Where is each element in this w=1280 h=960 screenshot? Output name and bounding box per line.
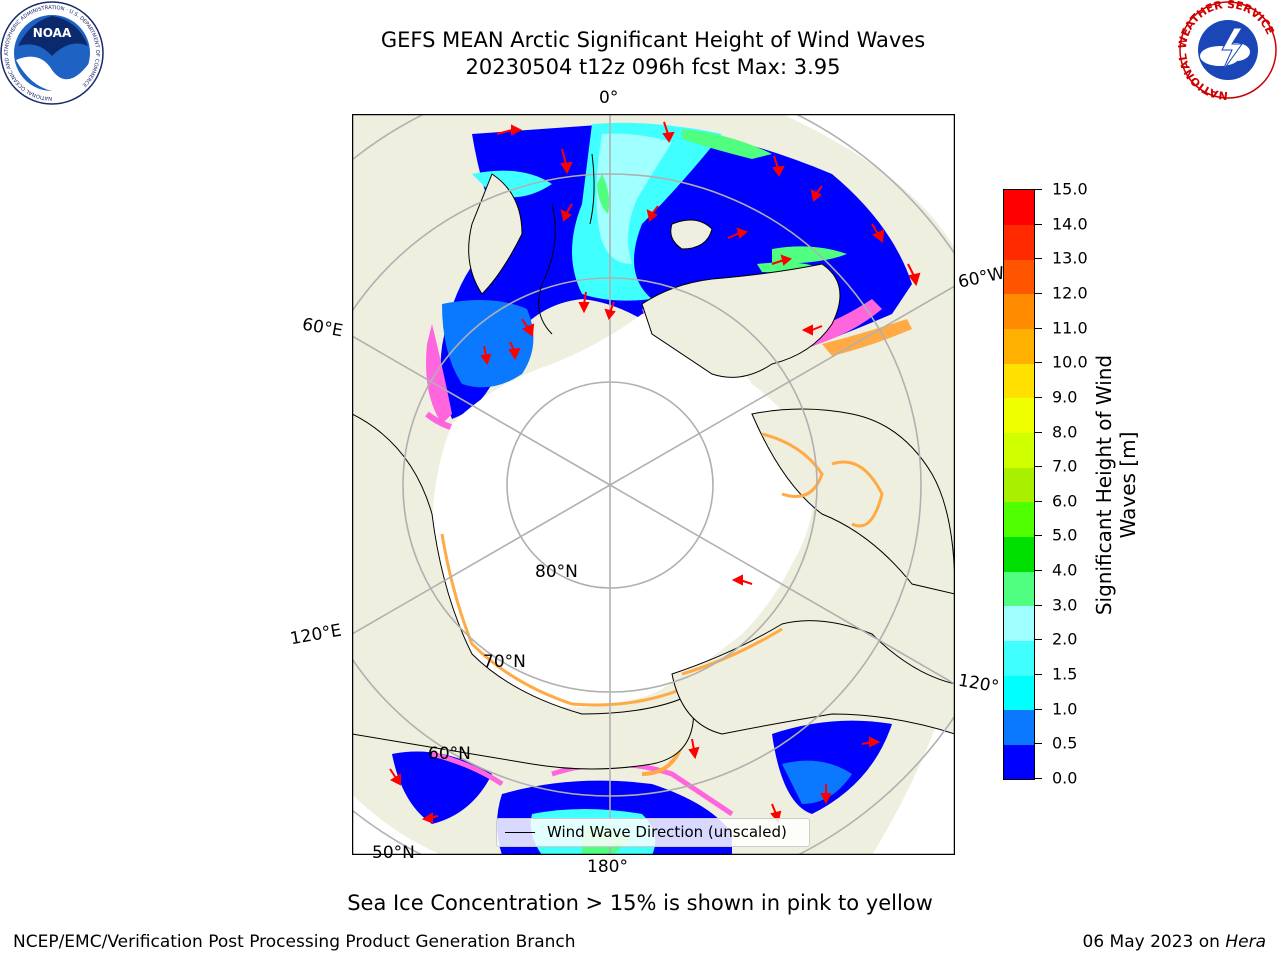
footer-date-host: 06 May 2023 on Hera <box>1083 932 1267 952</box>
colorbar-segment <box>1004 190 1034 226</box>
colorbar-tick-label: 1.5 <box>1052 664 1078 684</box>
colorbar-tick-mark <box>1034 292 1042 294</box>
colorbar-tick-label: 10.0 <box>1052 352 1088 372</box>
colorbar-segment <box>1004 675 1034 711</box>
colorbar-tick-label: 4.0 <box>1052 560 1078 580</box>
outside-domain <box>652 114 955 249</box>
graticule <box>352 114 955 855</box>
colorbar-tick-label: 5.0 <box>1052 525 1078 545</box>
noaa-logo-text: NOAA <box>33 26 72 40</box>
colorbar-title: Significant Height of Wind Waves [m] <box>1092 355 1140 615</box>
iceland <box>670 219 713 250</box>
colorbar-tick-label: 12.0 <box>1052 283 1088 303</box>
colorbar-tick-mark <box>1034 674 1042 676</box>
title-line-1: GEFS MEAN Arctic Significant Height of W… <box>380 28 926 52</box>
footer-host: Hera <box>1225 932 1266 952</box>
lat-label-80: 80°N <box>535 562 578 582</box>
legend-line-swatch <box>505 832 535 833</box>
colorbar-segment <box>1004 363 1034 399</box>
colorbar-tick-mark <box>1034 327 1042 329</box>
map-legend: Wind Wave Direction (unscaled) <box>496 818 810 847</box>
colorbar-tick-label: 1.0 <box>1052 699 1078 719</box>
colorbar-tick-label: 2.0 <box>1052 629 1078 649</box>
colorbar-tick-label: 14.0 <box>1052 214 1088 234</box>
colorbar-tick-label: 0.5 <box>1052 733 1078 753</box>
colorbar-title-line-1: Significant Height of Wind <box>1092 354 1116 616</box>
colorbar-tick-mark <box>1034 223 1042 225</box>
footer-branch: NCEP/EMC/Verification Post Processing Pr… <box>13 932 576 952</box>
canadian-archipelago <box>751 408 955 595</box>
lon-label-120e: 120°E <box>288 620 344 650</box>
lat-label-50: 50°N <box>372 843 415 863</box>
colorbar-tick-label: 8.0 <box>1052 422 1078 442</box>
colorbar-tick-label: 13.0 <box>1052 248 1088 268</box>
colorbar-segment <box>1004 605 1034 641</box>
colorbar-segment <box>1004 328 1034 364</box>
colorbar-tick-mark <box>1034 500 1042 502</box>
scandinavia <box>468 173 523 295</box>
colorbar-segment <box>1004 709 1034 745</box>
colorbar-segment <box>1004 259 1034 295</box>
colorbar-tick-label: 9.0 <box>1052 387 1078 407</box>
lon-label-60e: 60°E <box>300 314 345 342</box>
colorbar-segment <box>1004 432 1034 468</box>
nws-logo: NATIONAL WEATHER SERVICE <box>1178 0 1277 100</box>
colorbar-tick-mark <box>1034 396 1042 398</box>
siberia <box>352 413 695 770</box>
colorbar-tick-label: 3.0 <box>1052 595 1078 615</box>
colorbar-segment <box>1004 501 1034 537</box>
colorbar-segment <box>1004 293 1034 330</box>
title-line-2: 20230504 t12z 096h fcst Max: 3.95 <box>465 55 841 79</box>
lon-label-60w: 60°W <box>956 263 1007 293</box>
sea-ice-note: Sea Ice Concentration > 15% is shown in … <box>347 891 933 915</box>
colorbar-tick-mark <box>1034 778 1042 779</box>
colorbar-segment <box>1004 224 1034 260</box>
colorbar-tick-mark <box>1034 535 1042 537</box>
colorbar-tick-mark <box>1034 362 1042 364</box>
colorbar-tick-mark <box>1034 639 1042 641</box>
colorbar-tick-label: 11.0 <box>1052 318 1088 338</box>
lon-label-0: 0° <box>599 88 619 108</box>
lat-label-60: 60°N <box>428 744 471 764</box>
colorbar-segment <box>1004 536 1034 572</box>
wind-wave-arrows <box>389 121 921 824</box>
colorbar-tick-mark <box>1034 189 1042 190</box>
colorbar-tick-mark <box>1034 466 1042 468</box>
colorbar-segment <box>1004 640 1034 676</box>
colorbar-tick-mark <box>1034 431 1042 433</box>
lon-label-120w: 120° <box>956 670 1001 698</box>
colorbar-tick-label: 7.0 <box>1052 456 1078 476</box>
colorbar-tick-mark <box>1034 604 1042 606</box>
greenland <box>641 263 841 378</box>
colorbar-segment <box>1004 571 1034 607</box>
polar-map <box>352 114 955 855</box>
lon-label-180: 180° <box>587 857 628 877</box>
colorbar-segment <box>1004 467 1034 503</box>
footer-date: 06 May 2023 on <box>1082 932 1226 952</box>
legend-label: Wind Wave Direction (unscaled) <box>547 823 787 841</box>
colorbar-title-line-2: Waves [m] <box>1116 431 1140 539</box>
lat-label-70: 70°N <box>483 652 526 672</box>
colorbar-tick-mark <box>1034 258 1042 260</box>
colorbar-tick-mark <box>1034 743 1042 745</box>
noaa-logo: NATIONAL OCEANIC AND ATMOSPHERIC ADMINIS… <box>0 1 104 105</box>
colorbar-tick-mark <box>1034 570 1042 572</box>
colorbar-tick-label: 6.0 <box>1052 491 1078 511</box>
colorbar-tick-mark <box>1034 708 1042 710</box>
colorbar-segment <box>1004 397 1034 434</box>
sea-ice-central <box>432 310 815 708</box>
colorbar <box>1003 189 1035 780</box>
colorbar-tick-label: 15.0 <box>1052 179 1088 199</box>
colorbar-segment <box>1004 744 1034 780</box>
colorbar-tick-label: 0.0 <box>1052 768 1078 788</box>
